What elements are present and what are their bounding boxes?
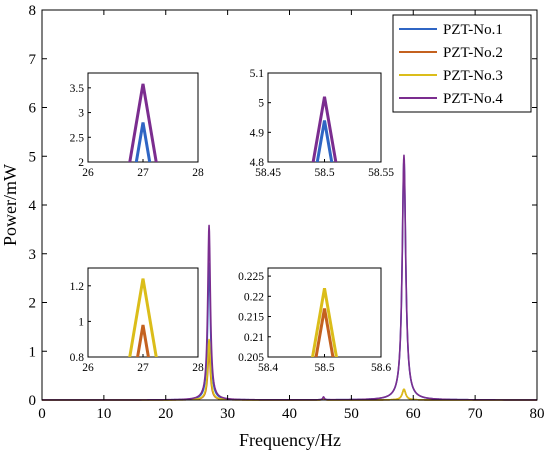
inset-pzt3-58: 58.4 58.5 58.6 0.205 0.21 0.215 0.22 0.225 xyxy=(238,267,391,374)
inset-y-tick-label: 0.21 xyxy=(244,332,264,344)
x-tick-label: 50 xyxy=(344,406,359,422)
inset-y-tick-label: 0.205 xyxy=(238,352,264,364)
inset-x-tick-label: 27 xyxy=(137,167,149,179)
legend-label: PZT-No.2 xyxy=(443,45,503,61)
y-axis-label: Power/mW xyxy=(0,164,20,246)
x-tick-label: 40 xyxy=(282,406,297,422)
inset-y-tick-label: 3.5 xyxy=(70,83,85,95)
inset-x-tick-label: 58.5 xyxy=(314,167,334,179)
inset-y-tick-label: 2.5 xyxy=(70,132,85,144)
inset-x-tick-label: 58.45 xyxy=(255,167,281,179)
y-tick-label: 1 xyxy=(29,344,37,360)
inset-y-tick-label: 0.8 xyxy=(70,352,85,364)
y-tick-label: 5 xyxy=(29,149,37,165)
y-tick-label: 6 xyxy=(29,101,37,117)
inset-y-tick-label: 3 xyxy=(78,108,84,120)
inset-x-tick-label: 26 xyxy=(82,167,94,179)
inset-series-line xyxy=(311,96,338,162)
inset-y-tick-label: 0.22 xyxy=(244,291,264,303)
inset-y-tick-label: 5 xyxy=(258,98,264,110)
inset-pzt3-27: 26 27 28 0.8 1 1.2 xyxy=(70,267,204,374)
inset-x-tick-label: 27 xyxy=(137,362,149,374)
inset-series-line xyxy=(315,120,334,162)
inset-series-line xyxy=(136,324,150,357)
x-tick-label: 80 xyxy=(530,406,545,422)
legend-box xyxy=(392,14,532,113)
inset-x-tick-label: 28 xyxy=(192,362,204,374)
inset-x-tick-label: 58.6 xyxy=(371,362,391,374)
legend-label: PZT-No.3 xyxy=(443,68,503,84)
x-tick-label: 70 xyxy=(468,406,483,422)
inset-x-tick-label: 58.5 xyxy=(314,362,334,374)
main-axes-ticks: 0 10 20 30 40 50 60 70 80 0 1 2 3 4 5 6 7 8 xyxy=(29,3,545,422)
inset-y-tick-label: 4.8 xyxy=(250,157,265,169)
inset-y-tick-label: 1 xyxy=(78,316,84,328)
x-tick-label: 10 xyxy=(96,406,111,422)
y-tick-label: 2 xyxy=(29,296,37,312)
y-tick-label: 8 xyxy=(29,3,37,19)
x-tick-label: 30 xyxy=(220,406,235,422)
legend-label: PZT-No.4 xyxy=(443,91,503,107)
inset-y-tick-label: 0.215 xyxy=(238,312,264,324)
inset-series-line xyxy=(314,308,335,357)
inset-x-tick-label: 58.4 xyxy=(258,362,278,374)
x-axis-label: Frequency/Hz xyxy=(239,430,341,450)
inset-frame xyxy=(267,72,382,163)
inset-series-line xyxy=(128,278,158,357)
inset-series-line xyxy=(134,122,152,162)
y-tick-label: 3 xyxy=(29,247,37,263)
inset-x-tick-label: 58.55 xyxy=(368,167,394,179)
inset-y-tick-label: 1.2 xyxy=(70,281,85,293)
y-tick-label: 0 xyxy=(29,393,37,409)
inset-pzt4-58: 58.45 58.5 58.55 4.8 4.9 5 5.1 xyxy=(250,68,395,179)
inset-series-line xyxy=(311,287,338,357)
legend: PZT-No.1 PZT-No.2 PZT-No.3 PZT-No.4 xyxy=(392,14,532,113)
y-tick-label: 4 xyxy=(29,198,37,214)
inset-y-tick-label: 4.9 xyxy=(250,127,265,139)
x-tick-label: 20 xyxy=(158,406,173,422)
x-tick-label: 0 xyxy=(38,406,46,422)
inset-y-tick-label: 2 xyxy=(78,157,84,169)
inset-series-line xyxy=(128,83,158,162)
zoom-insets: 26 27 28 2 2.5 3 3.5 58.45 58.5 58.55 4.8 4.9 5 5.1 26… xyxy=(70,68,395,374)
y-tick-label: 7 xyxy=(29,52,37,68)
inset-y-tick-label: 5.1 xyxy=(250,68,265,80)
x-tick-label: 60 xyxy=(406,406,421,422)
inset-x-tick-label: 28 xyxy=(192,167,204,179)
inset-x-tick-label: 26 xyxy=(82,362,94,374)
inset-pzt4-27: 26 27 28 2 2.5 3 3.5 xyxy=(70,72,204,179)
inset-y-tick-label: 0.225 xyxy=(238,271,264,283)
legend-label: PZT-No.1 xyxy=(443,22,503,38)
